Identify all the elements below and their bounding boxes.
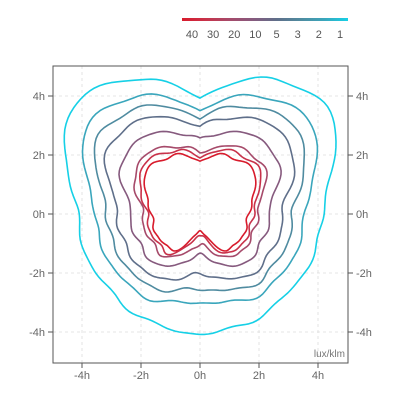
contour-30: [139, 148, 262, 256]
legend-label-20: 20: [228, 29, 240, 41]
y-tick-label-left-4: -4h: [29, 327, 45, 339]
y-tick-label-right-3: -2h: [356, 268, 372, 280]
x-tick-label-4: 4h: [312, 370, 324, 382]
y-tick-label-right-1: 2h: [356, 150, 368, 162]
grid: [53, 66, 348, 363]
contour-10: [118, 130, 282, 268]
y-tick-label-right-2: 0h: [356, 209, 368, 221]
contour-5: [103, 115, 296, 281]
legend-label-30: 30: [207, 29, 219, 41]
legend-label-3: 3: [295, 29, 301, 41]
x-tick-label-2: 0h: [194, 370, 206, 382]
contour-1: [63, 76, 337, 336]
contour-2: [81, 93, 319, 305]
y-tick-label-left-1: 2h: [33, 150, 45, 162]
y-tick-label-right-0: 4h: [356, 91, 368, 103]
contour-40: [143, 152, 257, 252]
y-tick-label-right-4: -4h: [356, 327, 372, 339]
legend-label-10: 10: [249, 29, 261, 41]
x-tick-label-1: -2h: [133, 370, 149, 382]
contour-3: [93, 104, 306, 293]
y-tick-label-left-2: 0h: [33, 209, 45, 221]
contour-20: [133, 145, 268, 258]
x-tick-label-0: -4h: [74, 370, 90, 382]
legend-labels: 40 30 20 10 5 3 2 1: [186, 29, 343, 41]
axis-ticks: -4h -2h 0h 2h 4h 4h 4h 2h 2h 0h 0h -2h -2h -4h -4h: [29, 91, 372, 382]
legend-label-1: 1: [337, 29, 343, 41]
legend-color-bar: [182, 18, 348, 21]
x-tick-label-3: 2h: [253, 370, 265, 382]
contour-lines: [63, 76, 337, 336]
y-tick-label-left-0: 4h: [33, 91, 45, 103]
unit-label: lux/klm: [314, 349, 345, 360]
legend-label-5: 5: [274, 29, 280, 41]
legend-label-40: 40: [186, 29, 198, 41]
legend-label-2: 2: [316, 29, 322, 41]
y-tick-label-left-3: -2h: [29, 268, 45, 280]
